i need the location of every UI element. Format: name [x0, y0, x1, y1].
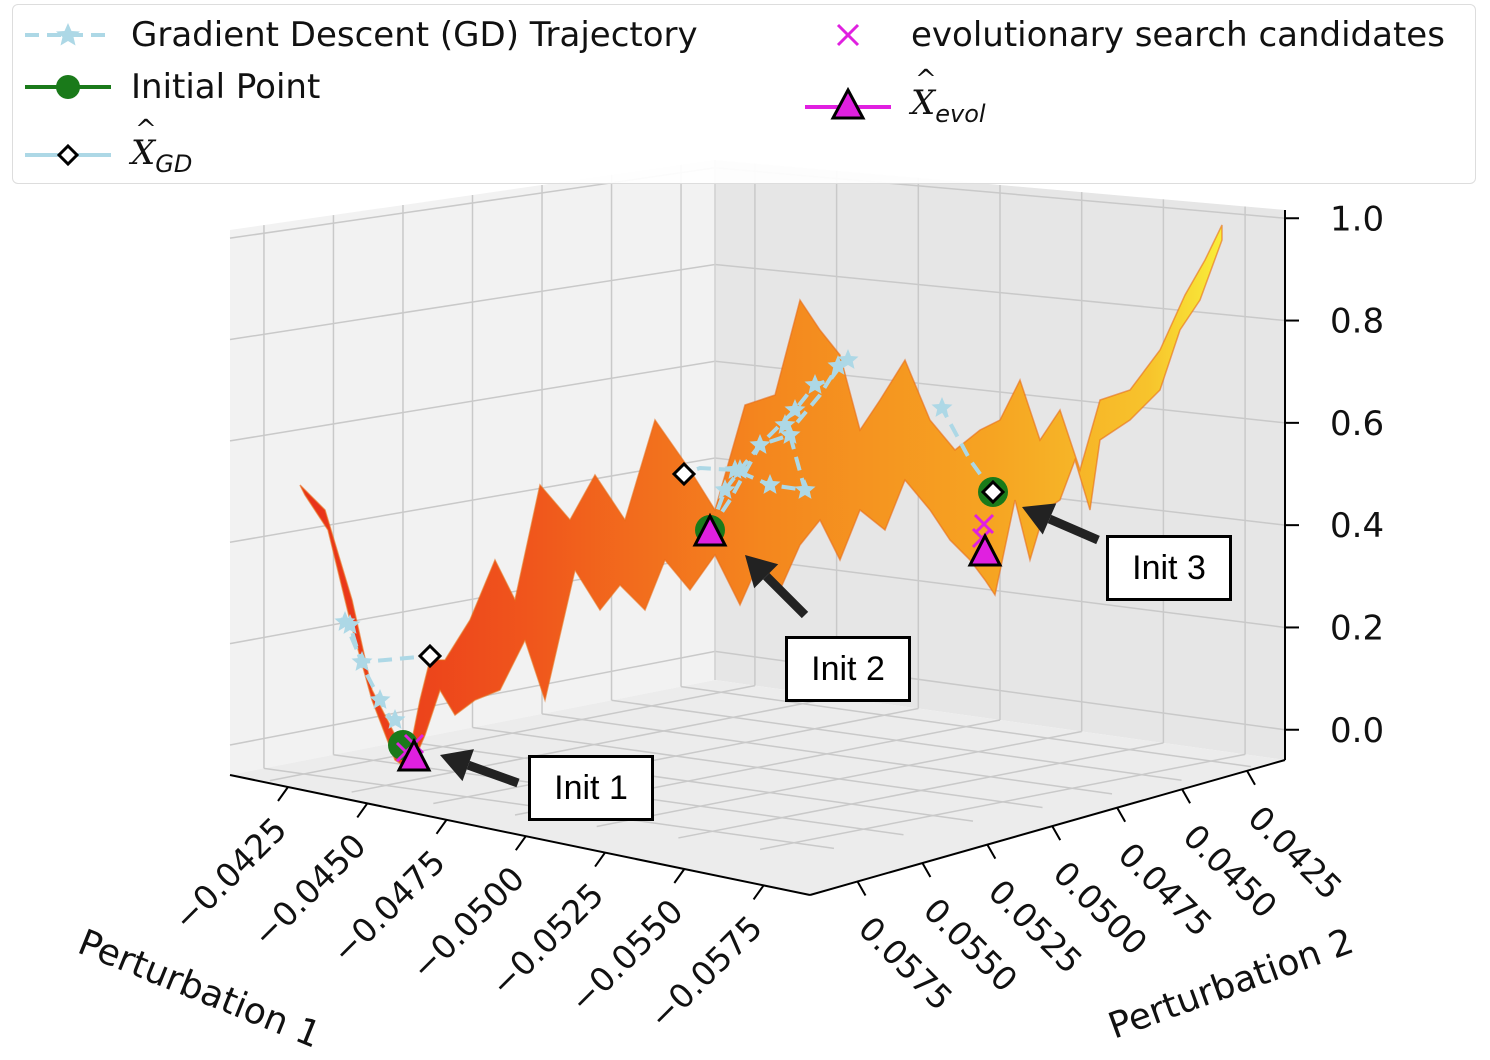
y-floor-gridline [596, 730, 1082, 828]
x-axis-line [229, 774, 811, 896]
z-tick-label: 0.8 [1330, 302, 1384, 342]
legend-label-evol: evolutionary search candidates [911, 15, 1445, 55]
y-axis-line [809, 759, 1286, 896]
y-floor-gridline [759, 753, 1246, 851]
gd-star-marker [351, 651, 373, 671]
gd-star-marker [384, 709, 406, 729]
legend-label-init: Initial Point [131, 67, 321, 107]
gd-star-marker [931, 397, 953, 417]
gd-star-marker [784, 399, 806, 419]
z-tick-label: 0.2 [1330, 608, 1384, 648]
z-tick-label: 0.6 [1330, 404, 1384, 444]
loss-surface [299, 224, 1223, 772]
y-tick [1051, 825, 1062, 841]
gd-star-marker [749, 434, 771, 454]
x-axis-label: Perturbation 1 [72, 922, 326, 1056]
gd-star-marker [724, 459, 746, 479]
gd-star-marker [779, 424, 801, 444]
y-tick [1116, 807, 1127, 823]
x-tick [435, 819, 448, 835]
xgd-diamond-marker [671, 461, 697, 487]
xgd-diamond-marker [417, 643, 443, 669]
x-tick [356, 802, 369, 818]
xgd-diamond-marker [980, 479, 1006, 505]
arrow-init-1-shaft [466, 760, 520, 788]
y-floor-gridline [269, 684, 756, 782]
legend-label-xgd-main: X [131, 115, 157, 173]
legend-xgd-symbol [25, 144, 111, 167]
legend-label-xevol-main: X [911, 65, 937, 123]
gd-star-marker [759, 474, 781, 494]
xevol-triangle-marker [692, 512, 728, 547]
callout-init-1: Init 1 [528, 755, 654, 821]
gd-star-marker [837, 349, 859, 369]
legend-xevol-symbol [805, 87, 891, 120]
gd-star-marker [804, 374, 826, 394]
legend-evol-symbol [836, 23, 860, 47]
x-tick [752, 884, 765, 900]
arrow-init-2-head [745, 555, 779, 589]
arrow-init-1-head [440, 749, 474, 782]
y-tick [856, 881, 867, 896]
legend-item-xevol: Xevol [803, 65, 986, 128]
x-tick [594, 852, 606, 868]
gd-star-marker [827, 355, 849, 375]
y-floor-gridline [433, 707, 919, 805]
x-tick [673, 868, 686, 884]
legend-item-xgd: XGD [23, 115, 193, 178]
legend-item-evol: evolutionary search candidates [803, 15, 1445, 55]
xevol-triangle-marker [967, 532, 1003, 567]
z-axis: 0.0 0.2 0.4 0.6 0.8 1.0 [1284, 199, 1384, 760]
y-floor-gridline [678, 742, 1164, 839]
gd-star-marker [369, 689, 391, 709]
callout-init-2: Init 2 [785, 636, 911, 702]
z-tick-label: 0.4 [1330, 506, 1384, 546]
legend-label-xevol-sub: evol [935, 99, 986, 128]
legend-label-xevol-wrap: Xevol [911, 65, 986, 128]
arrow-init-2-shaft [763, 573, 809, 619]
y-tick [1246, 770, 1256, 786]
arrow-init-3-shaft [1047, 514, 1100, 545]
legend-init-symbol [25, 75, 111, 99]
gd-trajectories [334, 349, 1008, 772]
legend-label-xgd-wrap: XGD [131, 115, 193, 178]
arrow-init-3-head [1022, 503, 1057, 535]
legend-label-gd: Gradient Descent (GD) Trajectory [131, 15, 698, 55]
y-tick [1181, 788, 1191, 804]
gd-star-marker [774, 414, 796, 434]
x-tick [514, 835, 527, 851]
gd-star-marker [339, 614, 361, 634]
legend-label-xgd-sub: GD [155, 149, 193, 178]
xevol-triangle-marker [396, 737, 432, 772]
gd-star-marker [714, 479, 736, 499]
legend-gd-symbol [25, 23, 111, 46]
evol-candidate-marker [971, 527, 993, 549]
y-floor-gridline [351, 696, 837, 793]
z-tick-label: 0.0 [1330, 711, 1384, 751]
legend-item-init: Initial Point [23, 67, 320, 107]
callout-init-3: Init 3 [1106, 535, 1232, 601]
y-tick [921, 862, 932, 878]
surface-band [299, 224, 1223, 772]
y-tick [986, 844, 997, 860]
evol-candidate-marker [973, 513, 995, 535]
x-tick [277, 786, 289, 802]
gd-star-marker [794, 479, 816, 499]
callout-arrows [440, 503, 1100, 788]
z-tick-label: 1.0 [1330, 199, 1384, 239]
legend: Gradient Descent (GD) Trajectory Initial… [12, 4, 1476, 184]
legend-item-gd: Gradient Descent (GD) Trajectory [23, 15, 698, 55]
gd-trajectory-2 [683, 432, 808, 531]
gd-star-marker [334, 611, 356, 631]
